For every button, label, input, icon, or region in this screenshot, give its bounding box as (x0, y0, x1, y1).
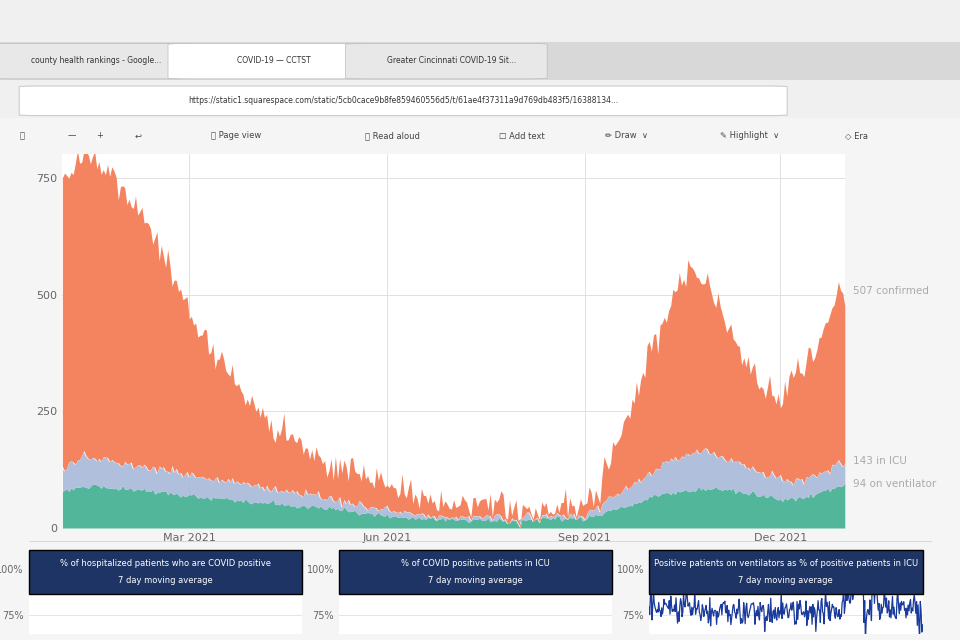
Text: 143 in ICU: 143 in ICU (853, 456, 907, 467)
Text: 📄 Page view: 📄 Page view (211, 131, 261, 141)
Text: 507 confirmed: 507 confirmed (853, 286, 929, 296)
Text: ◇ Era: ◇ Era (845, 131, 868, 141)
FancyBboxPatch shape (339, 550, 612, 594)
Text: +: + (96, 131, 103, 141)
Text: 🔊 Read aloud: 🔊 Read aloud (365, 131, 420, 141)
Text: 7 day moving average: 7 day moving average (118, 576, 213, 585)
Text: COVID-19 — CCTST: COVID-19 — CCTST (237, 56, 310, 65)
Text: county health rankings - Google...: county health rankings - Google... (31, 56, 161, 65)
Text: 94 on ventilator: 94 on ventilator (853, 479, 936, 489)
Text: Positive patients on ventilators as % of positive patients in ICU: Positive patients on ventilators as % of… (654, 559, 918, 568)
Text: % of COVID positive patients in ICU: % of COVID positive patients in ICU (401, 559, 550, 568)
Text: 7 day moving average: 7 day moving average (738, 576, 833, 585)
Text: ☐ Add text: ☐ Add text (499, 131, 545, 141)
Text: 🔍: 🔍 (19, 131, 24, 141)
Text: 7 day moving average: 7 day moving average (428, 576, 523, 585)
Text: ✏ Draw  ∨: ✏ Draw ∨ (605, 131, 648, 141)
FancyBboxPatch shape (19, 86, 787, 116)
Text: ↩: ↩ (134, 131, 141, 141)
Text: Greater Cincinnati COVID-19 Sit...: Greater Cincinnati COVID-19 Sit... (387, 56, 516, 65)
Text: —: — (67, 131, 76, 141)
Text: % of hospitalized patients who are COVID positive: % of hospitalized patients who are COVID… (60, 559, 271, 568)
Text: https://static1.squarespace.com/static/5cb0cace9b8fe859460556d5/t/61ae4f37311a9d: https://static1.squarespace.com/static/5… (188, 95, 618, 104)
FancyBboxPatch shape (29, 550, 302, 594)
FancyBboxPatch shape (168, 44, 370, 79)
FancyBboxPatch shape (346, 44, 547, 79)
Text: Number of COVID positive patients in Region 6 hospitals: Number of COVID positive patients in Reg… (62, 102, 476, 118)
Text: ✎ Highlight  ∨: ✎ Highlight ∨ (720, 131, 780, 141)
FancyBboxPatch shape (649, 550, 923, 594)
FancyBboxPatch shape (0, 44, 192, 79)
